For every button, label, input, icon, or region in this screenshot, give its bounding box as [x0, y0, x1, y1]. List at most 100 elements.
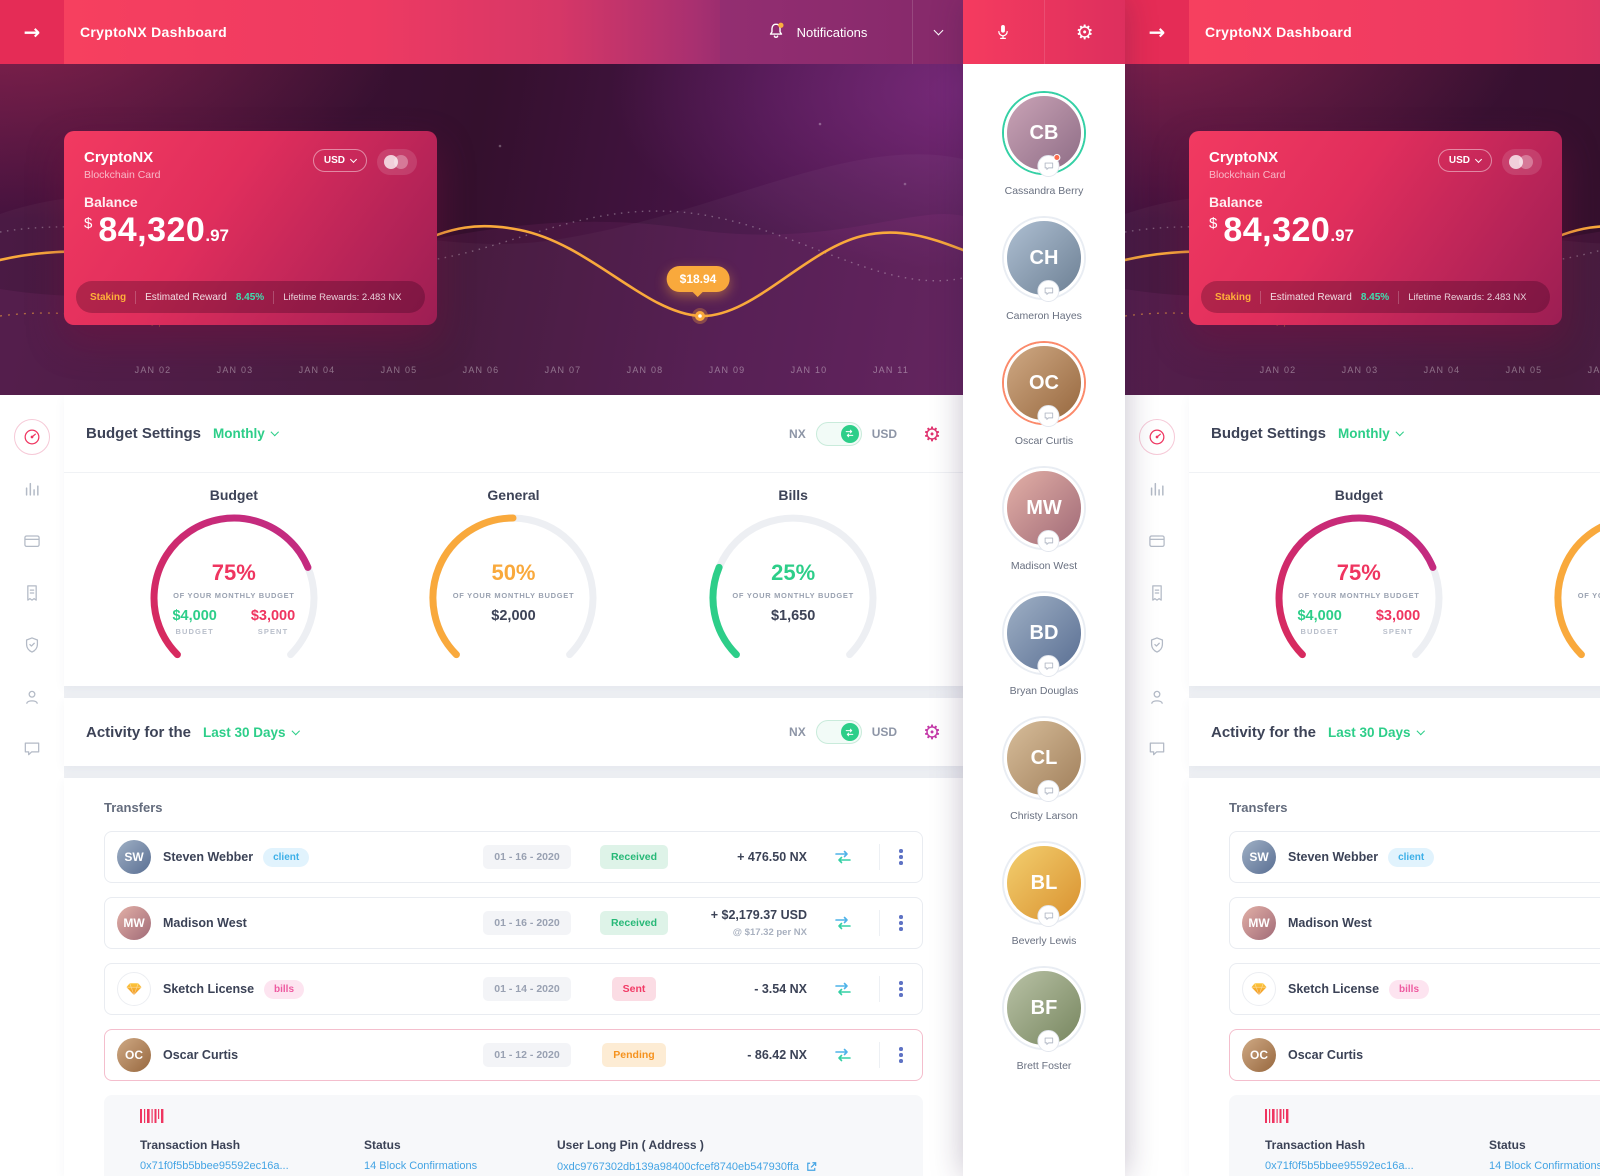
row-menu-button[interactable] — [880, 987, 922, 991]
contact-name: Madison West — [1010, 560, 1078, 572]
swap-icon — [840, 723, 859, 741]
avatar: SW — [117, 840, 151, 874]
transfer-rate: @ $17.32 per NX — [732, 926, 807, 938]
transfer-row-expanded[interactable]: OC Oscar Curtis 01 - 12 - 2020 Pending -… — [1229, 1029, 1600, 1081]
chart-date-label: JAN 09 — [708, 365, 746, 375]
chat-badge-icon[interactable] — [1037, 905, 1060, 927]
swap-icon — [835, 916, 851, 930]
contact-list-item[interactable]: CL Christy Larson — [1004, 718, 1084, 822]
contact-list-item[interactable]: BL Beverly Lewis — [1004, 843, 1084, 947]
budget-period-dropdown[interactable]: Monthly — [1338, 426, 1404, 441]
mic-icon — [998, 25, 1009, 39]
kebab-icon — [899, 987, 903, 991]
budget-gear-button[interactable]: ⚙ — [923, 421, 941, 446]
transfer-row[interactable]: Sketch License bills 01 - 14 - 2020 Sent… — [1229, 963, 1600, 1015]
row-menu-button[interactable] — [880, 855, 922, 859]
copy-icon[interactable] — [805, 1160, 818, 1173]
notification-dot — [1053, 154, 1061, 161]
transfer-row[interactable]: SW Steven Webber client 01 - 16 - 2020 R… — [104, 831, 923, 883]
shield-icon — [1150, 637, 1164, 653]
contact-list-item[interactable]: BD Bryan Douglas — [1004, 593, 1084, 697]
sidebar-toggle-button[interactable]: → — [0, 0, 64, 64]
rail-receipts-button[interactable] — [14, 575, 50, 611]
activity-period-dropdown[interactable]: Last 30 Days — [1328, 725, 1425, 740]
row-menu-button[interactable] — [880, 1053, 922, 1057]
chat-badge-icon[interactable] — [1037, 655, 1060, 677]
swap-transfer-button[interactable] — [807, 1047, 879, 1063]
transfer-status: Received — [586, 845, 682, 869]
staking-label: Staking — [1215, 291, 1252, 303]
rail-stats-button[interactable] — [14, 471, 50, 507]
voice-button[interactable] — [963, 0, 1044, 64]
staking-label: Staking — [90, 291, 127, 303]
chevron-down-icon — [1474, 155, 1483, 164]
currency-toggle[interactable] — [815, 421, 862, 446]
gauge-caption: OF YOUR MONTHLY BUDGET — [452, 591, 575, 600]
chat-badge-icon[interactable] — [1037, 780, 1060, 802]
currency-toggle[interactable] — [815, 720, 862, 744]
contact-list-item[interactable]: CH Cameron Hayes — [1004, 218, 1084, 322]
rail-profile-button[interactable] — [14, 679, 50, 715]
chat-badge-icon[interactable] — [1037, 405, 1060, 427]
transfer-amount: + $2,179.37 USD @ $17.32 per NX — [710, 907, 807, 938]
contact-list-item[interactable]: BF Brett Foster — [1004, 968, 1084, 1072]
bills-gauge: Bills 25% OF YOUR MONTHLY BUDGET $1,650 — [683, 487, 903, 660]
row-menu-button[interactable] — [880, 921, 922, 925]
rail-profile-button[interactable] — [1139, 679, 1175, 715]
transfer-row[interactable]: MW Madison West 01 - 16 - 2020 Received … — [1229, 897, 1600, 949]
transfer-row[interactable]: Sketch License bills 01 - 14 - 2020 Sent… — [104, 963, 923, 1015]
transfer-name: Steven Webber — [163, 850, 254, 864]
notifications-label: Notifications — [796, 24, 868, 40]
currency-select[interactable]: USD — [312, 149, 367, 172]
avatar: MW — [117, 906, 151, 940]
rail-dashboard-button[interactable] — [14, 419, 50, 455]
rail-messages-button[interactable] — [1139, 731, 1175, 767]
transfer-status: Pending — [586, 1043, 682, 1067]
rail-cards-button[interactable] — [14, 523, 50, 559]
activity-period-dropdown[interactable]: Last 30 Days — [203, 725, 300, 740]
chat-badge-icon[interactable] — [1037, 530, 1060, 552]
card-type: Blockchain Card — [1209, 169, 1286, 181]
chat-badge-icon[interactable] — [1037, 280, 1060, 302]
gauge-caption: OF YOUR MONTHLY BUDGET — [173, 591, 295, 600]
settings-button[interactable]: ⚙ — [1043, 0, 1126, 64]
rail-dashboard-button[interactable] — [1139, 419, 1175, 455]
card-brand: CryptoNX — [1209, 149, 1279, 166]
address-link[interactable]: 0xdc9767302db139a98400cfcef8740eb547930f… — [557, 1160, 887, 1173]
rail-security-button[interactable] — [14, 627, 50, 663]
activity-gear-button[interactable]: ⚙ — [923, 720, 941, 744]
transfer-row[interactable]: MW Madison West 01 - 16 - 2020 Received … — [104, 897, 923, 949]
swap-transfer-button[interactable] — [807, 915, 879, 931]
address-label: User Long Pin ( Address ) — [557, 1138, 704, 1152]
rail-security-button[interactable] — [1139, 627, 1175, 663]
transfer-row-expanded[interactable]: OC Oscar Curtis 01 - 12 - 2020 Pending -… — [104, 1029, 923, 1081]
transfer-amount: + 476.50 NX — [737, 849, 807, 864]
rail-stats-button[interactable] — [1139, 471, 1175, 507]
contacts-panel: ⚙ CB Cassandra Berry CH Camer — [963, 0, 1125, 1176]
contact-list-item[interactable]: MW Madison West — [1004, 468, 1084, 572]
contact-list-item[interactable]: CB Cassandra Berry — [1004, 93, 1084, 197]
header-dropdown-button[interactable] — [912, 0, 963, 64]
chat-badge-icon[interactable] — [1037, 1030, 1060, 1052]
sidebar-toggle-button[interactable]: → — [1125, 0, 1189, 64]
transfer-amount: - 3.54 NX — [754, 981, 807, 996]
hash-link[interactable]: 0x71f0f5b5bbee95592ec16a... — [140, 1160, 289, 1172]
rail-receipts-button[interactable] — [1139, 575, 1175, 611]
chat-badge-icon[interactable] — [1037, 154, 1061, 177]
rail-messages-button[interactable] — [14, 731, 50, 767]
budget-period-dropdown[interactable]: Monthly — [213, 426, 279, 441]
transfer-amount: - 86.42 NX — [747, 1047, 807, 1062]
hash-link[interactable]: 0x71f0f5b5bbee95592ec16a... — [1265, 1160, 1414, 1172]
swap-transfer-button[interactable] — [807, 849, 879, 865]
speedometer-icon — [1149, 429, 1165, 445]
contact-list-item[interactable]: OC Oscar Curtis — [1004, 343, 1084, 447]
rail-cards-button[interactable] — [1139, 523, 1175, 559]
swap-transfer-button[interactable] — [807, 981, 879, 997]
balance-chart — [0, 122, 963, 395]
sketch-diamond-icon — [126, 983, 142, 997]
chart-date-label: JAN 07 — [544, 365, 582, 375]
transfer-row[interactable]: SW Steven Webber client 01 - 16 - 2020 R… — [1229, 831, 1600, 883]
currency-select[interactable]: USD — [1437, 149, 1492, 172]
notifications-button[interactable]: Notifications — [720, 0, 912, 64]
general-gauge: General 50% OF YOUR MONTHLY BUDGET $2,00… — [1528, 487, 1600, 660]
